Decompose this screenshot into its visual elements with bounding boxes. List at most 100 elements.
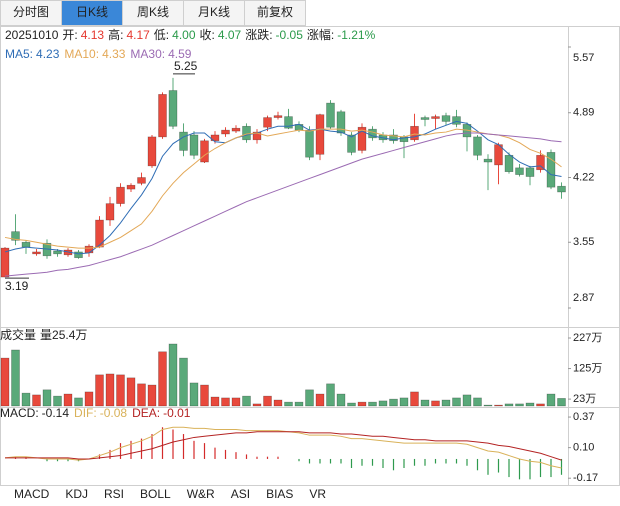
tab-label[interactable]: 月K线 (198, 5, 230, 19)
candle-body (242, 125, 251, 141)
volume-bar (378, 400, 388, 407)
min-label: 3.19 (5, 279, 29, 293)
volume-bar (210, 396, 220, 407)
candle-body (347, 134, 356, 153)
volume-bar (494, 404, 503, 407)
quote-label: 高: (108, 27, 123, 42)
volume-bar (200, 384, 209, 407)
volume-current: 量25.4万 (40, 328, 87, 342)
volume-bar (347, 402, 356, 407)
tab[interactable] (61, 0, 123, 26)
candle-body (305, 129, 314, 158)
candle-body (315, 114, 325, 155)
quote-label: 开: (62, 28, 77, 42)
candle-body (200, 140, 209, 163)
macd-label: MACD: (0, 406, 39, 420)
candle-body (158, 94, 167, 138)
y-tick-label: 5.57 (573, 52, 594, 64)
y-tick-label: 0.37 (573, 411, 594, 423)
volume-bar (63, 393, 73, 407)
tab[interactable] (183, 0, 245, 26)
candle-body (189, 134, 199, 156)
y-tick-label: -0.17 (573, 472, 598, 484)
quote-label: 收: (200, 28, 215, 42)
ma-legend-value: 4.23 (36, 47, 60, 61)
ma-line (4, 132, 562, 277)
candle-body (284, 116, 293, 129)
tab-label[interactable]: 分时图 (13, 5, 49, 19)
indicator-tab[interactable]: ASI (231, 487, 250, 501)
y-tick-label: 4.89 (573, 107, 594, 119)
candle-body (11, 231, 20, 241)
volume-bar (326, 383, 335, 407)
candle-body (252, 131, 262, 141)
candle-body (452, 116, 461, 125)
volume-bar (483, 404, 493, 407)
volume-bar (189, 382, 199, 407)
y-tick-label: 0.10 (573, 442, 594, 454)
candle-body (105, 203, 115, 221)
candle-body (53, 250, 62, 255)
volume-bar (536, 403, 545, 407)
volume-bar (462, 394, 472, 407)
indicator-tab[interactable]: VR (309, 487, 326, 501)
indicator-tab[interactable]: BOLL (140, 487, 171, 501)
tab-label[interactable]: 前复权 (257, 4, 293, 19)
indicator-tab[interactable]: W&R (187, 487, 215, 501)
volume-bar (126, 377, 136, 407)
volume-bar (473, 397, 482, 407)
volume-bar (116, 374, 125, 407)
quote-label: 涨幅: (307, 27, 334, 42)
indicator-tab[interactable]: KDJ (65, 487, 88, 501)
volume-bar (420, 399, 430, 407)
macd-series-label: DIF: (74, 406, 97, 420)
tab-label[interactable]: 周K线 (137, 5, 169, 19)
volume-bar (221, 397, 230, 407)
indicator-tab[interactable]: RSI (104, 487, 124, 501)
volume-bar (294, 401, 304, 407)
candle-body (483, 158, 493, 163)
candle-body (137, 177, 146, 184)
volume-bar (252, 403, 262, 407)
candle-body (557, 185, 566, 193)
candle-body (410, 125, 419, 141)
volume-bar (389, 398, 398, 407)
candle-body (263, 117, 272, 128)
candle-body (473, 136, 482, 156)
volume-bar (32, 394, 41, 407)
volume-bar (263, 395, 272, 407)
ma-legend: MA5: 4.23 MA10: 4.33 MA30: 4.59 (5, 47, 192, 61)
quote-value: 4.00 (172, 28, 196, 42)
indicator-tab[interactable]: MACD (14, 487, 50, 501)
max-label: 5.25 (174, 59, 198, 73)
quote-value: 4.13 (81, 28, 105, 42)
indicator-tab[interactable]: BIAS (266, 487, 293, 501)
candle-body (32, 251, 41, 255)
y-tick-label: 4.22 (573, 171, 594, 183)
volume-bar (515, 403, 524, 407)
quote-value: -0.05 (276, 28, 304, 42)
volume-bar (357, 401, 367, 407)
candle-body (336, 111, 346, 134)
quote-value: 4.07 (218, 28, 242, 42)
macd-series-label: DEA: (132, 406, 160, 420)
volume-bar (231, 397, 241, 407)
volume-bar (504, 403, 514, 407)
tab[interactable] (0, 0, 62, 26)
volume-bar (84, 391, 94, 407)
candle-body (441, 115, 451, 122)
candle-body (273, 115, 283, 118)
candle-body (221, 129, 230, 135)
tab[interactable] (244, 0, 306, 26)
volume-bar (557, 398, 566, 407)
candle-body (431, 116, 440, 119)
volume-bar (368, 401, 377, 407)
volume-bar (74, 397, 83, 407)
volume-bar (410, 391, 419, 407)
macd-line (5, 431, 562, 461)
volume-bar (315, 393, 325, 407)
tab-label[interactable]: 日K线 (76, 5, 108, 19)
volume-bar (168, 343, 178, 407)
y-tick-label: 125万 (573, 362, 602, 374)
